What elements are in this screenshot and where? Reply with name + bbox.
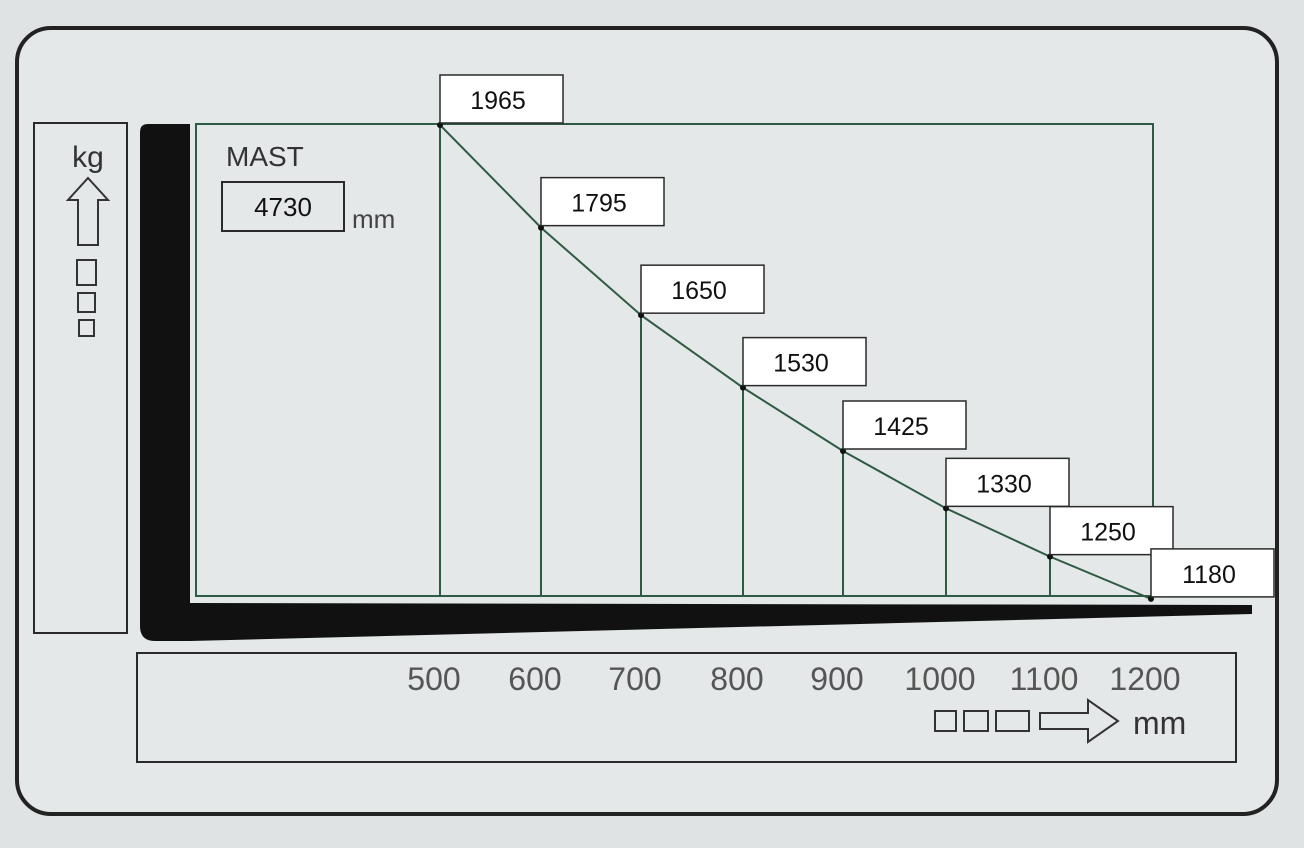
value-label-700: 1650 bbox=[671, 277, 727, 305]
load-chart-plate bbox=[15, 26, 1279, 816]
x-tick-label-1200: 1200 bbox=[1109, 661, 1180, 697]
value-label-box-1200 bbox=[1150, 548, 1275, 598]
x-tick-label-800: 800 bbox=[710, 661, 763, 697]
x-tick-label-500: 500 bbox=[407, 661, 460, 697]
mast-height-value: 4730 bbox=[254, 192, 312, 222]
right-arrow-icon bbox=[934, 698, 1120, 744]
x-axis-panel bbox=[136, 652, 1237, 763]
up-arrow-icon bbox=[65, 176, 111, 246]
placeholder-squares-icon bbox=[76, 259, 97, 337]
y-unit-label: kg bbox=[72, 141, 104, 174]
value-label-box-500 bbox=[439, 74, 564, 124]
x-unit-label: mm bbox=[1133, 705, 1186, 741]
mast-label: MAST bbox=[226, 141, 304, 172]
mast-height-box bbox=[221, 181, 345, 232]
capacity-line bbox=[439, 124, 1152, 600]
value-label-900: 1425 bbox=[873, 413, 929, 441]
value-label-box-1000 bbox=[945, 457, 1070, 508]
value-label-1100: 1250 bbox=[1080, 519, 1136, 547]
y-unit-panel bbox=[33, 122, 128, 634]
value-label-box-1100 bbox=[1049, 505, 1174, 556]
x-tick-label-1100: 1100 bbox=[1010, 661, 1079, 697]
value-label-500: 1965 bbox=[470, 87, 526, 115]
x-tick-label-700: 700 bbox=[608, 661, 661, 697]
value-label-600: 1795 bbox=[571, 190, 627, 218]
value-label-box-800 bbox=[742, 336, 867, 387]
value-label-box-900 bbox=[842, 400, 967, 450]
value-label-1000: 1330 bbox=[976, 470, 1032, 498]
value-label-1200: 1180 bbox=[1182, 561, 1236, 589]
x-tick-label-900: 900 bbox=[810, 661, 863, 697]
mast-height-unit: mm bbox=[352, 204, 395, 234]
value-label-box-600 bbox=[540, 176, 665, 227]
value-label-box-700 bbox=[640, 264, 765, 314]
chart-frame bbox=[195, 123, 1154, 597]
x-tick-label-600: 600 bbox=[508, 661, 561, 697]
x-tick-label-1000: 1000 bbox=[904, 661, 975, 697]
value-label-800: 1530 bbox=[773, 350, 829, 378]
